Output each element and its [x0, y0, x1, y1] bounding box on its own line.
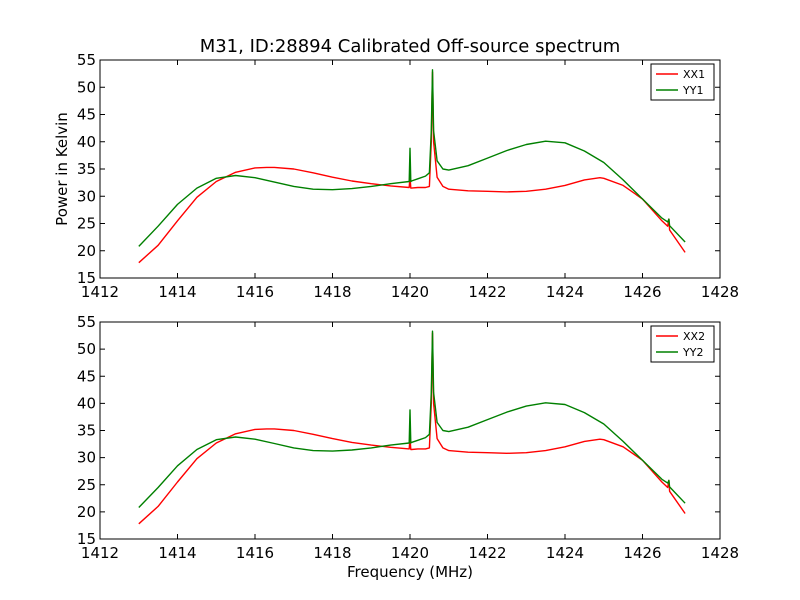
y-tick-label: 20: [77, 242, 96, 260]
x-tick-label: 1416: [236, 544, 274, 562]
x-tick-label: 1426: [623, 283, 661, 301]
series-line-yy2: [138, 330, 686, 508]
x-tick-label: 1422: [468, 283, 506, 301]
series-group-top: [138, 69, 686, 264]
y-tick-label: 30: [77, 187, 96, 205]
legend-label-yy1: YY1: [682, 84, 703, 97]
legend-box: [650, 63, 715, 101]
y-tick-label: 45: [77, 367, 96, 385]
y-tick-label: 40: [77, 394, 96, 412]
x-tick-label: 1412: [81, 283, 119, 301]
y-tick-label: 55: [77, 313, 96, 331]
y-tick-label: 50: [77, 340, 96, 358]
y-tick-label: 25: [77, 215, 96, 233]
x-tick-label: 1422: [468, 544, 506, 562]
x-tick-label: 1424: [546, 283, 584, 301]
x-tick-label: 1424: [546, 544, 584, 562]
legend-label-yy2: YY2: [682, 346, 703, 359]
x-tick-label: 1426: [623, 544, 661, 562]
y-tick-label: 45: [77, 106, 96, 124]
y-tick-label: 35: [77, 160, 96, 178]
legend-label-xx1: XX1: [683, 68, 705, 81]
plot-bottom: 1412 1414 1416 1418 1420 1422 1424 1426 1428 15 20…: [77, 313, 739, 581]
x-tick-label: 1418: [313, 283, 351, 301]
x-tick-label: 1414: [158, 544, 196, 562]
figure-title: M31, ID:28894 Calibrated Off-source spec…: [200, 36, 621, 57]
x-tick-label: 1428: [701, 283, 739, 301]
x-tick-label: 1416: [236, 283, 274, 301]
y-tick-label: 40: [77, 133, 96, 151]
plot-top: 1412 1414 1416 1418 1420 1422 1424 1426 1428 15 20…: [53, 51, 739, 301]
y-tick-label: 25: [77, 476, 96, 494]
legend-label-xx2: XX2: [683, 330, 705, 343]
series-group-bottom: [138, 330, 686, 525]
x-tick-label: 1420: [391, 544, 429, 562]
x-tick-label: 1412: [81, 544, 119, 562]
y-tick-label: 35: [77, 422, 96, 440]
x-tick-label: 1414: [158, 283, 196, 301]
y-tick-label: 55: [77, 51, 96, 69]
x-tick-label: 1418: [313, 544, 351, 562]
y-axis-label: Power in Kelvin: [53, 112, 71, 226]
y-tick-label: 50: [77, 78, 96, 96]
y-tick-label: 15: [77, 530, 96, 548]
x-tick-label: 1428: [701, 544, 739, 562]
x-tick-label: 1420: [391, 283, 429, 301]
y-tick-label: 20: [77, 503, 96, 521]
y-tick-label: 30: [77, 449, 96, 467]
x-axis-label: Frequency (MHz): [347, 563, 473, 581]
series-line-yy1: [138, 69, 686, 247]
y-tick-label: 15: [77, 269, 96, 287]
legend-box: [650, 325, 715, 363]
